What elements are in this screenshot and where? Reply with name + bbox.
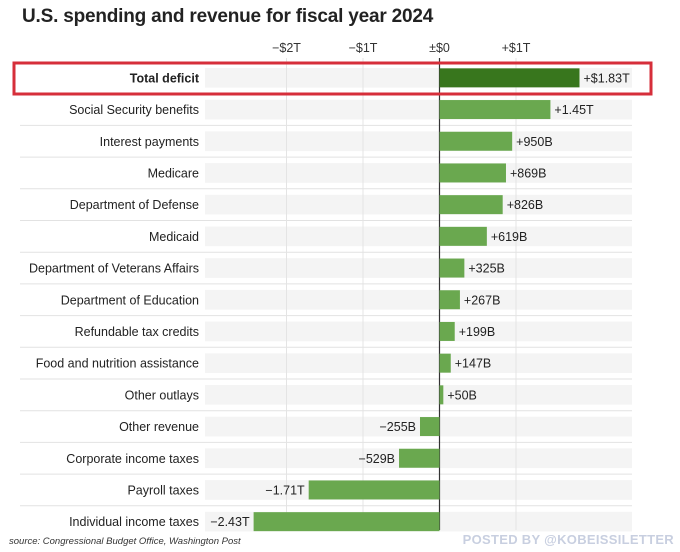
x-tick-label: ±$0 xyxy=(429,41,450,55)
data-label: +267B xyxy=(464,293,501,307)
bar xyxy=(439,68,580,88)
row-band xyxy=(205,416,632,437)
source-note: source: Congressional Budget Office, Was… xyxy=(9,536,241,547)
data-label: −2.43T xyxy=(210,515,250,529)
bar xyxy=(308,480,440,500)
data-label: +325B xyxy=(468,262,505,276)
data-label: +50B xyxy=(447,388,477,402)
data-label: +869B xyxy=(510,166,547,180)
data-label: +199B xyxy=(459,325,496,339)
category-label: Food and nutrition assistance xyxy=(36,357,199,371)
data-label: +950B xyxy=(516,135,553,149)
category-label: Social Security benefits xyxy=(69,103,199,117)
category-label: Other revenue xyxy=(119,420,199,434)
bar xyxy=(439,131,513,151)
data-label: +$1.83T xyxy=(583,71,630,85)
category-label: Payroll taxes xyxy=(127,483,199,497)
bar xyxy=(439,258,465,278)
row-band xyxy=(205,321,632,342)
highlight-box xyxy=(12,61,653,96)
category-label: Refundable tax credits xyxy=(75,325,199,339)
category-label: Medicare xyxy=(148,166,199,180)
bar xyxy=(399,448,440,468)
row-band xyxy=(205,163,632,183)
category-label: Department of Defense xyxy=(70,198,199,212)
row-band xyxy=(205,258,632,278)
data-label: +1.45T xyxy=(554,103,594,117)
x-tick-label: −$1T xyxy=(349,41,378,55)
data-label: +147B xyxy=(455,357,492,371)
watermark: POSTED BY @KOBEISSILETTER xyxy=(462,532,674,547)
row-band xyxy=(205,226,632,247)
bar xyxy=(419,417,440,437)
bar xyxy=(439,226,487,246)
category-label: Other outlays xyxy=(125,388,199,402)
bar xyxy=(439,163,506,183)
bar xyxy=(439,321,455,341)
x-tick-label: +$1T xyxy=(502,41,531,55)
row-band xyxy=(205,353,632,373)
category-label: Total deficit xyxy=(130,71,200,85)
category-label: Department of Veterans Affairs xyxy=(29,262,199,276)
category-label: Individual income taxes xyxy=(69,515,199,529)
row-band xyxy=(205,385,632,405)
bar xyxy=(439,353,451,373)
x-tick-label: −$2T xyxy=(272,41,301,55)
chart-title: U.S. spending and revenue for fiscal yea… xyxy=(22,6,434,27)
category-label: Interest payments xyxy=(100,135,199,149)
bar xyxy=(439,385,444,405)
row-band xyxy=(205,289,632,310)
row-band xyxy=(205,131,632,152)
bar xyxy=(439,290,460,310)
row-band xyxy=(205,194,632,215)
data-label: −1.71T xyxy=(265,483,305,497)
data-label: −255B xyxy=(379,420,416,434)
bar xyxy=(439,100,551,120)
category-label: Corporate income taxes xyxy=(66,452,199,466)
data-label: +826B xyxy=(507,198,543,212)
data-label: −529B xyxy=(359,452,396,466)
bar xyxy=(253,512,440,532)
bar xyxy=(439,195,503,215)
data-label: +619B xyxy=(491,230,528,244)
category-label: Department of Education xyxy=(61,293,199,307)
category-label: Medicaid xyxy=(149,230,199,244)
